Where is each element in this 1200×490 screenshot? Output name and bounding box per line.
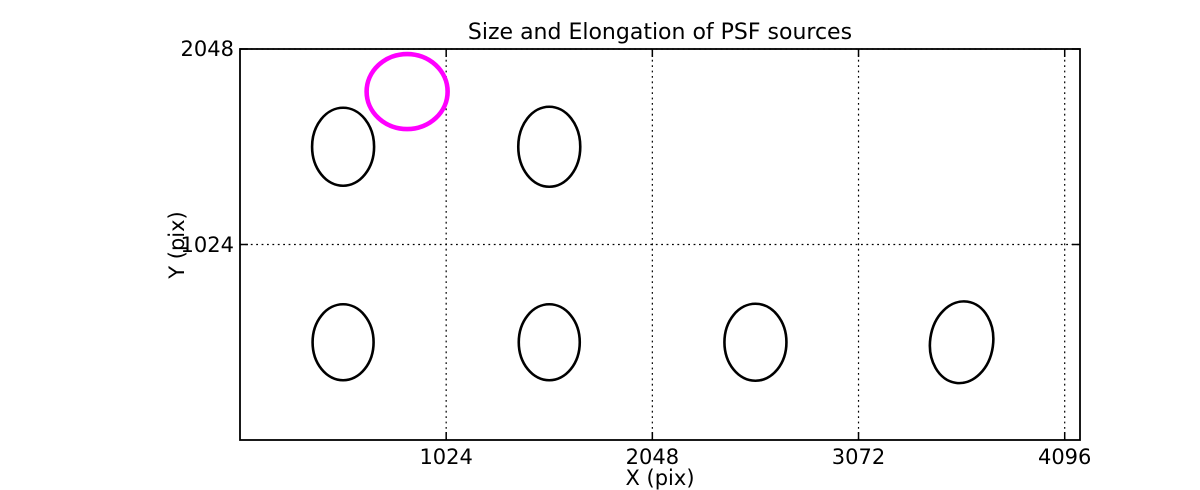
- plot-border: [239, 48, 1081, 441]
- y-tick-label: 2048: [180, 37, 234, 61]
- chart-title: Size and Elongation of PSF sources: [467, 20, 853, 45]
- psf-source-ellipse: [310, 106, 376, 188]
- psf-source-ellipse: [516, 105, 582, 189]
- y-tick-label: 1024: [180, 232, 234, 257]
- x-axis-label: X (pix): [625, 466, 695, 490]
- psf-source-ellipse: [723, 302, 788, 383]
- psf-source-ellipse: [928, 300, 995, 385]
- x-tick-label: 1024: [419, 445, 473, 469]
- psf-source-ellipse: [517, 302, 582, 382]
- x-tick-label: 4096: [1037, 445, 1092, 469]
- x-tick-label: 3072: [831, 445, 886, 469]
- psf-source-ellipse: [311, 302, 375, 382]
- x-tick-label: 2048: [625, 445, 680, 469]
- highlighted-source-ellipse: [364, 51, 450, 132]
